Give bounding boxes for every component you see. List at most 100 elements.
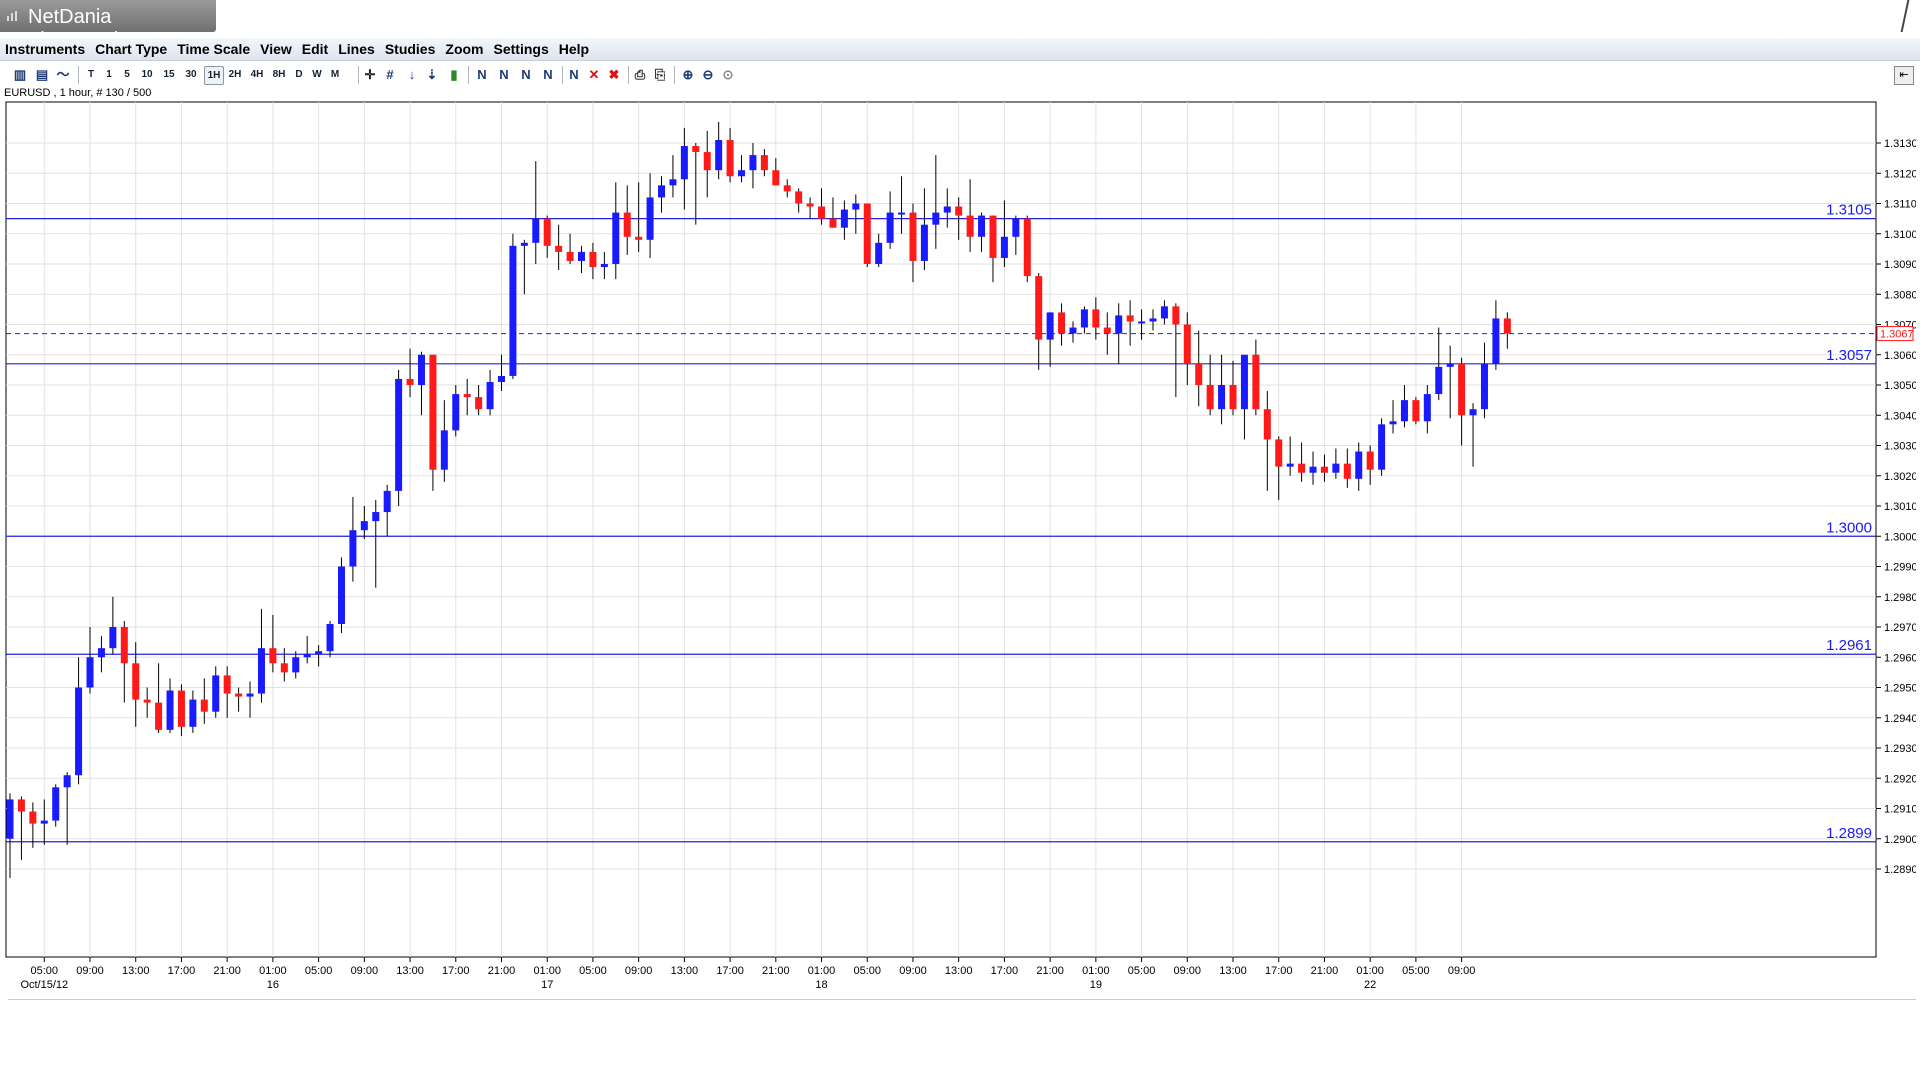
menu-chart-type[interactable]: Chart Type (95, 41, 168, 57)
candle-up (486, 381, 494, 410)
chart-area[interactable]: 1.2890 1.2900 1.2910 1.2920 1.2930 1.2940 1.29… (4, 100, 1916, 997)
interval-button-1[interactable]: 1 (106, 69, 112, 80)
candle-down (692, 146, 700, 153)
window-title-tab[interactable]: NetDania FinanceChart (0, 0, 216, 51)
candle-up (920, 224, 928, 261)
undock-icon[interactable]: ⇤ (1894, 66, 1914, 85)
candle-up (440, 430, 448, 470)
candle-up (532, 218, 540, 243)
price-chart[interactable]: 1.2890 1.2900 1.2910 1.2920 1.2930 1.2940 1.29… (4, 100, 1916, 997)
candle-down (829, 218, 837, 228)
line-chart-icon[interactable]: 〜 (56, 67, 70, 82)
x-tick-label: 21:00 (1036, 965, 1064, 977)
resize-grip-icon[interactable] (1900, 0, 1920, 32)
menu-edit[interactable]: Edit (301, 41, 329, 57)
interval-button-10[interactable]: 10 (141, 69, 153, 80)
interval-button-30[interactable]: 30 (185, 69, 197, 80)
channel-icon[interactable]: N (521, 67, 531, 82)
candle-down (1183, 324, 1191, 364)
interval-button-5[interactable]: 5 (124, 69, 130, 80)
grid-icon[interactable]: # (386, 67, 394, 82)
y-tick-label: 1.2890 (1884, 864, 1916, 876)
candle-up (315, 651, 323, 655)
candle-down (1229, 385, 1237, 410)
x-tick-label: 17:00 (991, 965, 1019, 977)
candle-up (646, 197, 654, 240)
zoom-out-icon[interactable]: ⊖ (702, 67, 714, 82)
cursor-icon[interactable]: ↓ (408, 67, 416, 82)
y-tick-label: 1.3020 (1884, 471, 1916, 483)
candle-down (1195, 363, 1203, 385)
candlestick-icon[interactable]: ▤ (35, 67, 49, 82)
y-tick-label: 1.2990 (1884, 562, 1916, 574)
zoom-reset-icon[interactable]: ⊙ (722, 67, 734, 82)
interval-button-8h[interactable]: 8H (272, 69, 286, 80)
y-tick-label: 1.3120 (1884, 168, 1916, 180)
toolbar-separator (674, 66, 675, 84)
menu-time-scale[interactable]: Time Scale (177, 41, 251, 57)
x-tick-label: 09:00 (1448, 965, 1476, 977)
trendline-icon[interactable]: N (477, 67, 487, 82)
candle-up (63, 775, 71, 788)
candle-down (17, 799, 25, 812)
interval-button-2h[interactable]: 2H (228, 69, 242, 80)
bar-chart-icon[interactable]: ▥ (13, 67, 27, 82)
candle-up (680, 146, 688, 180)
interval-button-15[interactable]: 15 (163, 69, 175, 80)
zoom-in-icon[interactable]: ⊕ (682, 67, 694, 82)
indicator-icon[interactable]: ⇣ (426, 67, 438, 82)
menu-instruments[interactable]: Instruments (5, 41, 86, 57)
x-date-label: 16 (267, 979, 279, 991)
interval-button-d[interactable]: D (295, 69, 303, 80)
candle-down (909, 212, 917, 261)
interval-button-4h[interactable]: 4H (250, 69, 264, 80)
pitchfork-icon[interactable]: N (543, 67, 553, 82)
candle-down (132, 663, 140, 700)
volume-icon[interactable]: ▮ (450, 67, 458, 82)
crosshair-icon[interactable]: ✛ (364, 67, 376, 82)
menu-zoom[interactable]: Zoom (445, 41, 484, 57)
candle-down (760, 155, 768, 171)
candle-up (1115, 315, 1123, 334)
x-tick-label: 05:00 (31, 965, 59, 977)
delete-icon[interactable]: ✕ (588, 67, 600, 82)
toolbar-separator (628, 66, 629, 84)
interval-button-w[interactable]: W (312, 69, 322, 80)
y-tick-label: 1.3110 (1884, 199, 1916, 211)
x-date-label: Oct/15/12 (20, 979, 68, 991)
candle-down (1458, 363, 1466, 416)
candle-down (177, 690, 185, 727)
fibonacci-icon[interactable]: N (499, 67, 509, 82)
y-tick-label: 1.3100 (1884, 229, 1916, 241)
x-tick-label: 01:00 (1082, 965, 1110, 977)
menu-lines[interactable]: Lines (338, 41, 375, 57)
interval-button-1h[interactable]: 1H (204, 66, 224, 85)
candle-up (852, 203, 860, 210)
y-tick-label: 1.3050 (1884, 380, 1916, 392)
menu-settings[interactable]: Settings (493, 41, 549, 57)
y-tick-label: 1.3030 (1884, 441, 1916, 453)
print-preview-icon[interactable]: ⎘ (654, 67, 666, 82)
candle-up (669, 179, 677, 186)
candle-up (749, 155, 757, 171)
candle-up (452, 394, 460, 431)
x-tick-label: 05:00 (853, 965, 881, 977)
candle-down (989, 215, 997, 258)
menu-studies[interactable]: Studies (384, 41, 436, 57)
print-icon[interactable]: ⎙ (634, 67, 646, 82)
menu-view[interactable]: View (260, 41, 292, 57)
delete-all-icon[interactable]: ✖ (608, 67, 620, 82)
toolbar-separator (358, 66, 359, 84)
candle-down (269, 648, 277, 664)
candle-up (578, 251, 585, 261)
candle-down (966, 215, 974, 237)
edit-lines-icon[interactable]: N (569, 67, 579, 82)
y-tick-label: 1.2950 (1884, 683, 1916, 695)
candle-down (726, 139, 734, 177)
interval-button-m[interactable]: M (330, 69, 340, 80)
x-tick-label: 01:00 (808, 965, 836, 977)
menu-help[interactable]: Help (558, 41, 590, 57)
interval-button-t[interactable]: T (87, 69, 95, 80)
candle-up (86, 657, 94, 688)
x-tick-label: 21:00 (762, 965, 790, 977)
